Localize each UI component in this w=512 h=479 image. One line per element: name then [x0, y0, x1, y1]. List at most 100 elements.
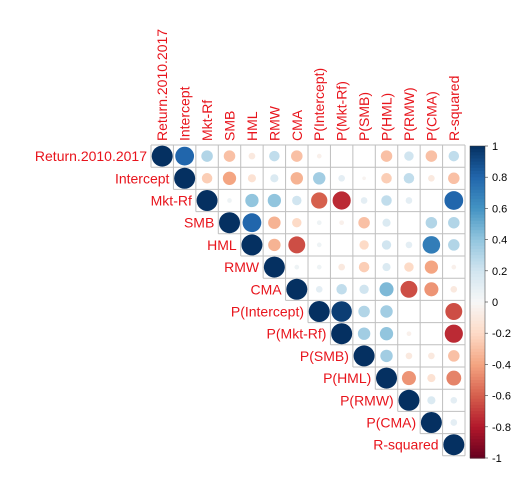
corr-circle — [405, 352, 413, 360]
colorbar-segment — [470, 401, 485, 406]
colorbar-segment — [470, 192, 485, 197]
column-label: CMA — [289, 109, 305, 141]
colorbar-segment — [470, 149, 485, 153]
colorbar-segment — [470, 305, 485, 309]
corr-circle — [270, 174, 279, 183]
corr-circle — [380, 150, 393, 162]
corr-circle — [311, 192, 328, 209]
corr-circle — [247, 174, 257, 183]
column-label: P(HML) — [379, 93, 395, 141]
corr-circle — [339, 220, 345, 226]
corr-circle — [448, 239, 460, 251]
colorbar-segment — [470, 320, 485, 325]
grid-lines — [150, 144, 466, 457]
colorbar-tick-label: -1 — [492, 453, 502, 465]
corr-circle — [245, 193, 259, 208]
colorbar-segment — [470, 239, 485, 244]
row-label: CMA — [250, 281, 282, 297]
corr-circle — [362, 176, 366, 181]
colorbar: 1 0.8 0.6 0.4 0.2 0 -0.2 -0.4 -0.6 -0.8 -1 — [469, 141, 511, 465]
colorbar-segment — [470, 261, 485, 266]
corr-circle — [316, 264, 322, 270]
corr-circle — [380, 349, 393, 363]
colorbar-segment — [470, 302, 485, 306]
colorbar-segment — [470, 308, 485, 312]
corr-circle — [358, 216, 370, 229]
colorbar-segment — [470, 314, 485, 319]
colorbar-segment — [470, 345, 485, 350]
row-label: SMB — [184, 215, 214, 231]
colorbar-segment — [470, 161, 485, 166]
corr-circle — [444, 191, 464, 210]
corr-circle — [380, 305, 393, 318]
colorbar-segment — [470, 364, 485, 369]
colorbar-segment — [470, 408, 485, 412]
colorbar-segment — [470, 280, 485, 284]
colorbar-segment — [470, 398, 485, 403]
corr-circle — [338, 263, 345, 271]
colorbar-segment — [470, 439, 485, 443]
colorbar-segment — [470, 326, 485, 331]
corr-circle — [450, 396, 458, 404]
corr-circle — [398, 389, 420, 411]
corr-circle — [222, 171, 237, 185]
corr-circle — [404, 151, 414, 161]
colorbar-segment — [470, 433, 485, 437]
corr-circle — [175, 146, 195, 166]
colorbar-segment — [470, 214, 485, 219]
corr-circle — [227, 198, 232, 203]
colorbar-segment — [470, 255, 485, 259]
corr-circle — [376, 367, 398, 389]
corr-circle — [448, 172, 460, 185]
corr-circle — [290, 172, 304, 185]
colorbar-segment — [470, 258, 485, 263]
colorbar-segment — [470, 158, 485, 163]
row-label: P(SMB) — [300, 348, 349, 364]
row-label: P(Intercept) — [231, 304, 304, 320]
colorbar-segment — [470, 330, 485, 334]
colorbar-tick-label: -0.6 — [492, 391, 511, 403]
colorbar-segment — [470, 283, 485, 287]
corr-circle — [316, 153, 322, 159]
colorbar-segment — [470, 164, 485, 169]
corr-circle — [315, 285, 323, 293]
row-label: Intercept — [115, 170, 170, 186]
column-label: R-squared — [446, 76, 462, 141]
column-label: HML — [244, 111, 260, 141]
corr-circle — [331, 323, 353, 345]
colorbar-segment — [470, 355, 485, 359]
colorbar-segment — [470, 177, 485, 181]
colorbar-segment — [470, 392, 485, 397]
corr-circle — [420, 412, 442, 433]
corr-circle — [448, 216, 460, 229]
row-label: Return.2010.2017 — [35, 148, 147, 164]
corr-circle — [263, 256, 285, 278]
row-label: P(Mkt-Rf) — [267, 326, 327, 342]
colorbar-segment — [470, 376, 485, 381]
column-label: RMW — [266, 105, 282, 141]
corr-circle — [424, 260, 439, 274]
colorbar-segment — [470, 298, 485, 303]
colorbar-segment — [470, 252, 485, 256]
corr-circle — [288, 236, 306, 254]
colorbar-segment — [470, 420, 485, 425]
colorbar-segment — [470, 317, 485, 322]
colorbar-segment — [470, 180, 485, 185]
corr-circle — [313, 172, 326, 185]
corr-circle — [241, 234, 263, 256]
colorbar-segment — [470, 442, 485, 447]
colorbar-segment — [470, 348, 485, 353]
corr-circle — [404, 262, 414, 272]
row-label: HML — [207, 237, 237, 253]
colorbar-segment — [470, 289, 485, 294]
colorbar-segment — [470, 286, 485, 291]
corr-circle — [360, 197, 368, 204]
corr-circle — [196, 190, 218, 211]
colorbar-segment — [470, 333, 485, 337]
colorbar-segment — [470, 423, 485, 428]
circle-cells — [151, 145, 465, 456]
corr-circle — [405, 197, 413, 204]
colorbar-segment — [470, 292, 485, 297]
